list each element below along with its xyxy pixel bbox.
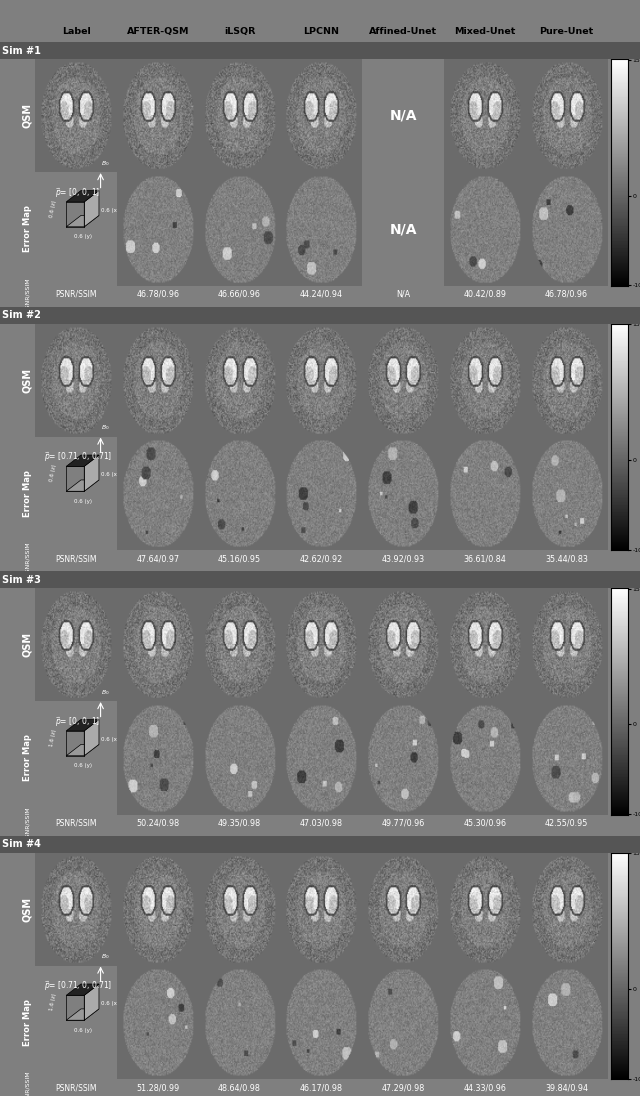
Text: PSNR/SSIM: PSNR/SSIM: [25, 807, 30, 840]
Text: 49.77/0.96: 49.77/0.96: [381, 819, 425, 827]
Text: 0.6 (y): 0.6 (y): [74, 499, 92, 504]
Text: 44.24/0.94: 44.24/0.94: [300, 289, 343, 298]
Text: 42.62/0.92: 42.62/0.92: [300, 555, 343, 563]
Text: N/A: N/A: [389, 222, 417, 236]
Text: 0.6 (x): 0.6 (x): [101, 472, 120, 478]
Text: 50.24/0.98: 50.24/0.98: [136, 819, 179, 827]
Text: $\vec{p}$= [0.71, 0, 0.71]: $\vec{p}$= [0.71, 0, 0.71]: [44, 450, 112, 465]
Polygon shape: [67, 455, 99, 467]
Text: 42.55/0.95: 42.55/0.95: [545, 819, 588, 827]
Text: Error Map: Error Map: [23, 206, 32, 252]
Text: Sim #1: Sim #1: [2, 46, 41, 56]
Text: 45.16/0.95: 45.16/0.95: [218, 555, 261, 563]
Text: QSM: QSM: [22, 897, 33, 922]
Text: 0.6 (z): 0.6 (z): [49, 464, 57, 482]
Text: N/A: N/A: [389, 109, 417, 123]
Text: $B_0$: $B_0$: [101, 688, 110, 697]
Text: N/A: N/A: [396, 289, 410, 298]
Text: AFTER-QSM: AFTER-QSM: [127, 27, 189, 36]
Text: QSM: QSM: [22, 103, 33, 128]
Text: Label: Label: [61, 27, 90, 36]
Text: QSM: QSM: [22, 368, 33, 392]
Text: PSNR/SSIM: PSNR/SSIM: [55, 289, 97, 298]
Text: $B_0$: $B_0$: [101, 159, 110, 168]
Text: iLSQR: iLSQR: [224, 27, 255, 36]
Text: $\vec{p}$= [0.71, 0, 0.71]: $\vec{p}$= [0.71, 0, 0.71]: [44, 980, 112, 993]
Text: 40.42/0.89: 40.42/0.89: [463, 289, 506, 298]
Text: 46.17/0.98: 46.17/0.98: [300, 1083, 343, 1092]
Text: 36.61/0.84: 36.61/0.84: [463, 555, 506, 563]
Text: 1.6 (z): 1.6 (z): [49, 729, 57, 746]
Text: 0.6 (x): 0.6 (x): [101, 737, 120, 742]
Text: $B_0$: $B_0$: [101, 423, 110, 433]
Text: $B_0$: $B_0$: [101, 952, 110, 961]
Polygon shape: [84, 191, 99, 227]
Text: Error Map: Error Map: [23, 734, 32, 781]
Polygon shape: [84, 719, 99, 756]
Text: Error Map: Error Map: [23, 470, 32, 517]
Text: 47.29/0.98: 47.29/0.98: [381, 1083, 425, 1092]
Text: Error Map: Error Map: [23, 1000, 32, 1046]
Text: 44.33/0.96: 44.33/0.96: [463, 1083, 506, 1092]
Polygon shape: [84, 984, 99, 1020]
Text: 49.35/0.98: 49.35/0.98: [218, 819, 261, 827]
Text: 0.6 (y): 0.6 (y): [74, 1028, 92, 1032]
Text: $\vec{p}$= [0, 0, 1]: $\vec{p}$= [0, 0, 1]: [55, 715, 100, 729]
Text: Sim #4: Sim #4: [2, 840, 41, 849]
Text: Affined-Unet: Affined-Unet: [369, 27, 437, 36]
Text: PSNR/SSIM: PSNR/SSIM: [25, 541, 30, 575]
Text: 45.30/0.96: 45.30/0.96: [463, 819, 506, 827]
Text: 48.64/0.98: 48.64/0.98: [218, 1083, 261, 1092]
Text: QSM: QSM: [22, 632, 33, 658]
Text: PSNR/SSIM: PSNR/SSIM: [55, 819, 97, 827]
Text: 0.6 (z): 0.6 (z): [49, 199, 57, 218]
Text: 0.6 (y): 0.6 (y): [74, 764, 92, 768]
Text: 43.92/0.93: 43.92/0.93: [381, 555, 424, 563]
Text: 46.66/0.96: 46.66/0.96: [218, 289, 261, 298]
Text: 0.6 (x): 0.6 (x): [101, 1002, 120, 1006]
Text: 47.03/0.98: 47.03/0.98: [300, 819, 343, 827]
Text: 0.6 (y): 0.6 (y): [74, 235, 92, 239]
Polygon shape: [67, 480, 99, 491]
Text: 47.64/0.97: 47.64/0.97: [136, 555, 179, 563]
Text: 46.78/0.96: 46.78/0.96: [136, 289, 179, 298]
Text: 46.78/0.96: 46.78/0.96: [545, 289, 588, 298]
Text: PSNR/SSIM: PSNR/SSIM: [25, 277, 30, 311]
Polygon shape: [67, 1009, 99, 1020]
Polygon shape: [67, 191, 99, 202]
Polygon shape: [84, 455, 99, 491]
Text: $\vec{p}$= [0, 0, 1]: $\vec{p}$= [0, 0, 1]: [55, 186, 100, 199]
Text: 39.84/0.94: 39.84/0.94: [545, 1083, 588, 1092]
Text: PSNR/SSIM: PSNR/SSIM: [55, 1083, 97, 1092]
Polygon shape: [67, 216, 99, 227]
Polygon shape: [67, 984, 99, 995]
Text: PSNR/SSIM: PSNR/SSIM: [25, 1071, 30, 1096]
Text: Pure-Unet: Pure-Unet: [540, 27, 594, 36]
Text: PSNR/SSIM: PSNR/SSIM: [55, 555, 97, 563]
Text: Sim #2: Sim #2: [2, 310, 41, 320]
Text: 1.6 (z): 1.6 (z): [49, 993, 57, 1012]
Text: LPCNN: LPCNN: [303, 27, 339, 36]
Text: Mixed-Unet: Mixed-Unet: [454, 27, 515, 36]
Polygon shape: [67, 719, 99, 731]
Polygon shape: [67, 744, 99, 756]
Text: 0.6 (x): 0.6 (x): [101, 208, 120, 213]
Text: 51.28/0.99: 51.28/0.99: [136, 1083, 179, 1092]
Text: Sim #3: Sim #3: [2, 574, 41, 585]
Text: 35.44/0.83: 35.44/0.83: [545, 555, 588, 563]
